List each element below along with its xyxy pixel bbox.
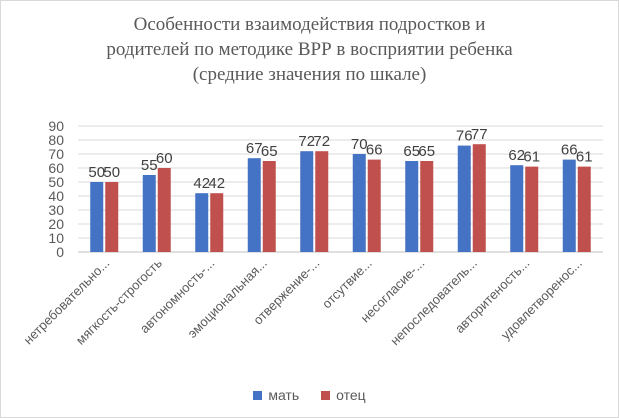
y-tick-label: 10 <box>48 230 64 246</box>
chart-title: Особенности взаимодействия подростков и … <box>0 12 619 87</box>
bar-father <box>420 161 434 252</box>
legend-item-mother: мать <box>253 387 299 403</box>
x-tick-label: мягкость-строгость <box>73 255 165 347</box>
data-label: 61 <box>523 149 540 166</box>
bar-mother <box>195 193 209 252</box>
data-label: 55 <box>141 157 158 174</box>
x-tick-label: нетребовательно... <box>21 256 113 348</box>
y-tick-label: 30 <box>48 202 64 218</box>
data-label: 61 <box>576 149 593 166</box>
data-label: 50 <box>103 164 120 181</box>
bar-mother <box>300 151 314 252</box>
chart-title-line: (средние значения по шкале) <box>192 64 427 85</box>
data-label: 65 <box>403 143 420 160</box>
data-label: 66 <box>561 142 578 159</box>
bar-mother <box>562 159 576 252</box>
data-label: 66 <box>366 142 383 159</box>
y-tick-label: 60 <box>48 160 64 176</box>
chart-title-line: родителей по методике ВРР в восприятии р… <box>106 39 513 60</box>
bar-father <box>367 159 381 252</box>
bar-mother <box>352 154 366 252</box>
y-tick-label: 70 <box>48 146 64 162</box>
legend-label-father: отец <box>336 387 366 403</box>
bar-father <box>262 161 276 252</box>
data-label: 50 <box>88 164 105 181</box>
legend: мать отец <box>0 387 619 403</box>
bar-mother <box>142 175 156 252</box>
bar-mother <box>90 182 104 252</box>
data-label: 77 <box>471 126 488 143</box>
data-label: 42 <box>193 175 210 192</box>
bar-father <box>105 182 119 252</box>
data-label: 42 <box>208 175 225 192</box>
data-label: 65 <box>261 143 278 160</box>
x-tick-label: непоследователь... <box>387 256 480 349</box>
legend-swatch-mother <box>253 390 263 400</box>
data-label: 70 <box>351 136 368 153</box>
bar-father <box>315 151 329 252</box>
y-tick-label: 50 <box>48 174 64 190</box>
bar-mother <box>405 161 419 252</box>
bar-father <box>577 166 591 252</box>
bar-father <box>525 166 539 252</box>
data-label: 62 <box>508 147 525 164</box>
data-label: 72 <box>298 133 315 150</box>
bar-mother <box>510 165 524 252</box>
bar-father <box>157 168 171 252</box>
legend-swatch-father <box>321 390 331 400</box>
y-tick-label: 80 <box>48 132 64 148</box>
data-label: 65 <box>418 143 435 160</box>
x-tick-label: отсутвие... <box>319 256 375 312</box>
bar-mother <box>457 145 471 252</box>
y-tick-label: 20 <box>48 216 64 232</box>
y-tick-label: 0 <box>56 244 64 260</box>
y-tick-label: 90 <box>48 118 64 134</box>
bar-mother <box>247 158 261 252</box>
legend-label-mother: мать <box>268 387 300 403</box>
bar-father <box>472 144 486 252</box>
data-label: 72 <box>313 133 330 150</box>
data-label: 76 <box>456 128 473 145</box>
data-label: 67 <box>246 140 263 157</box>
chart-title-line: Особенности взаимодействия подростков и <box>133 14 486 35</box>
y-tick-label: 40 <box>48 188 64 204</box>
data-label: 60 <box>156 150 173 167</box>
legend-item-father: отец <box>321 387 366 403</box>
bar-father <box>210 193 224 252</box>
